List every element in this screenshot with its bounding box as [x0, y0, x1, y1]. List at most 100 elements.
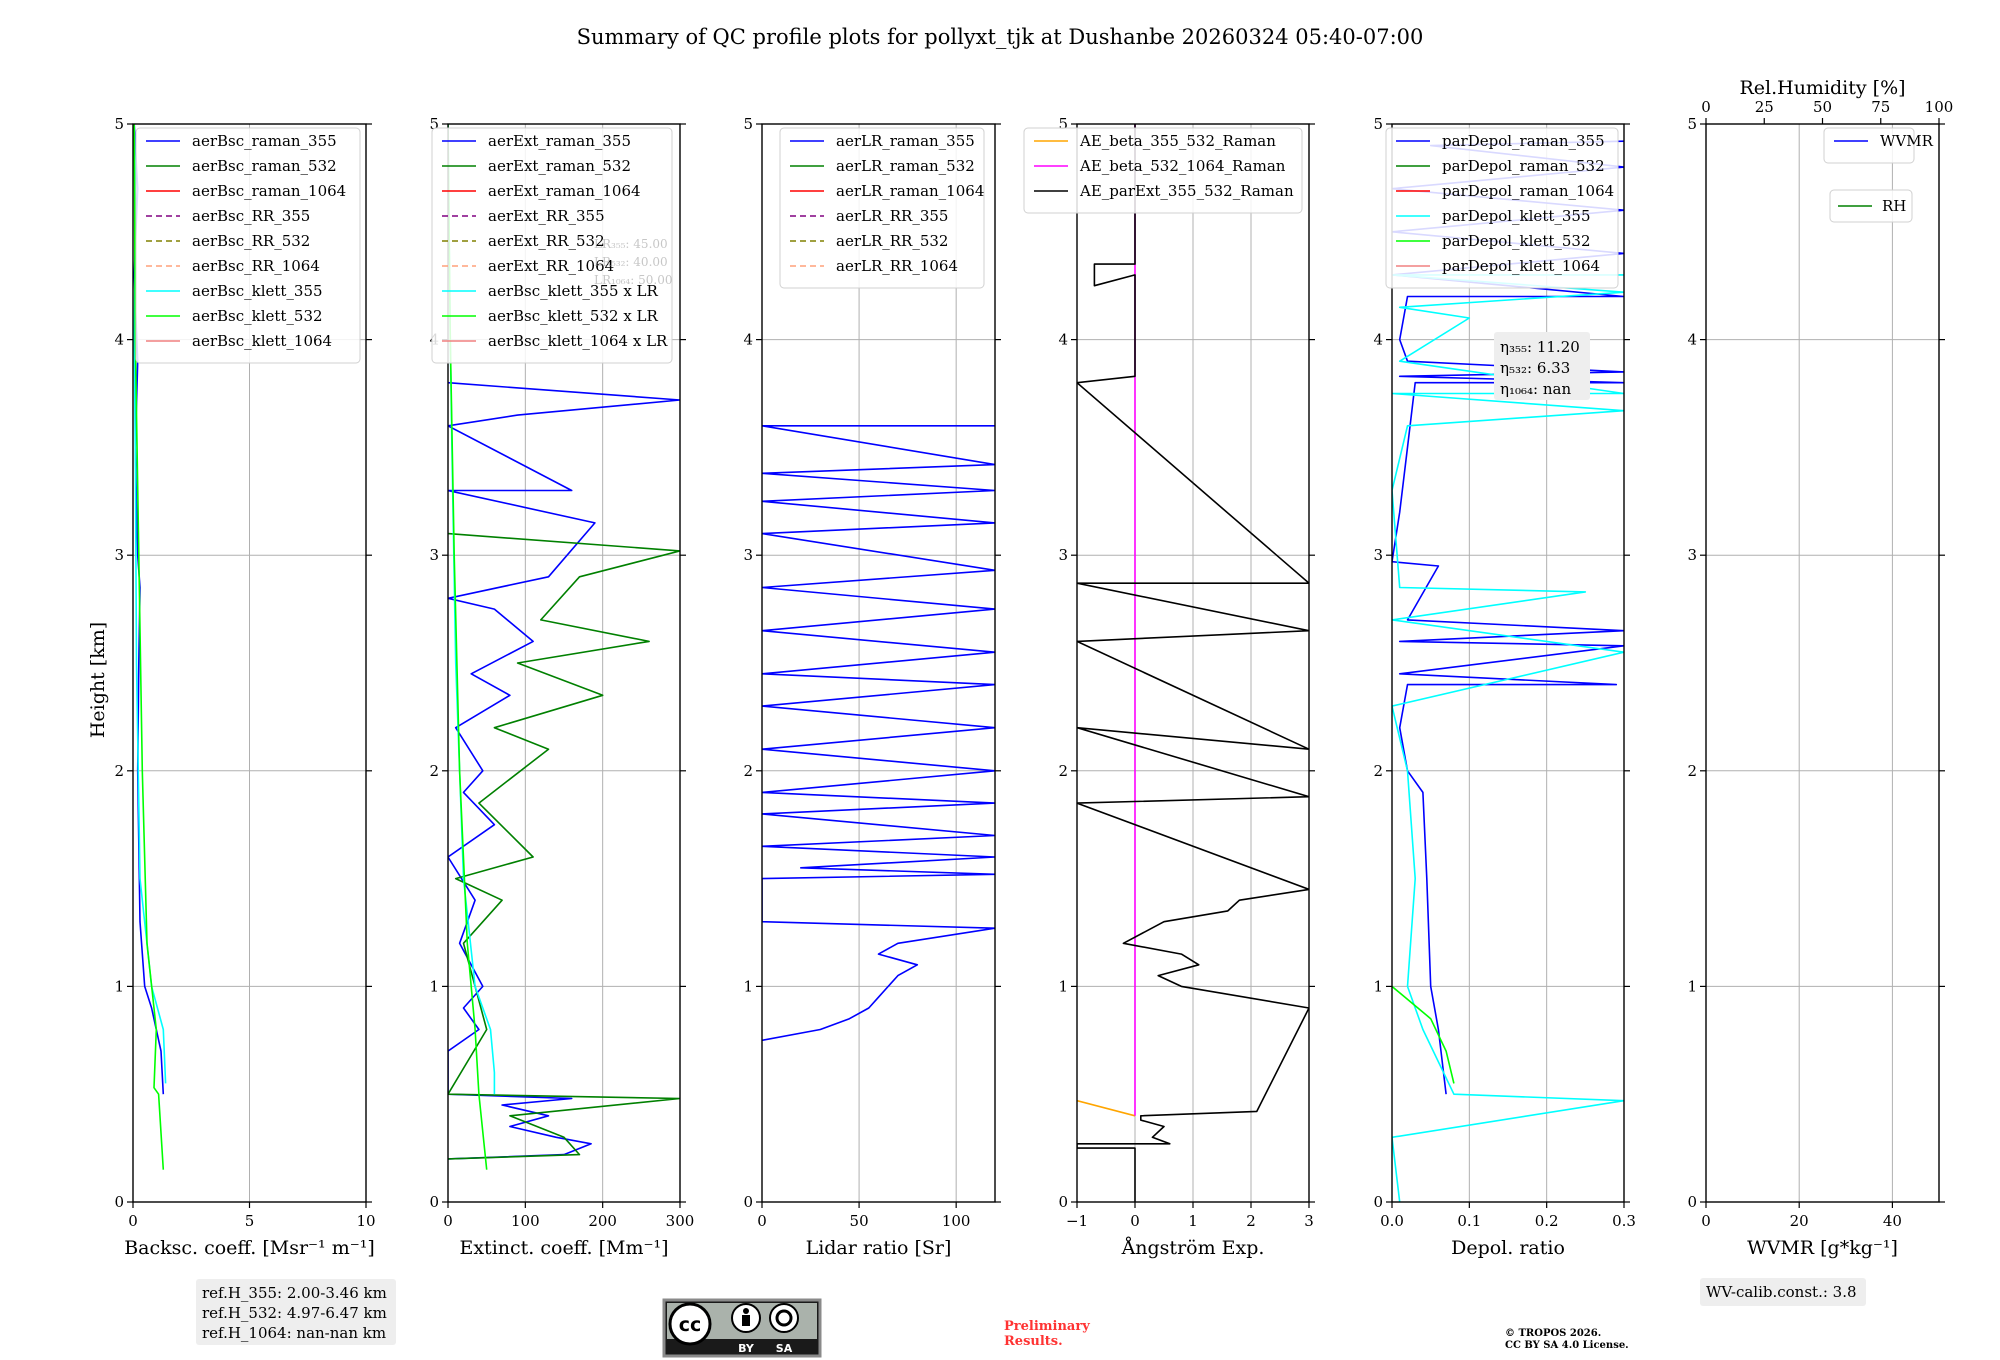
y-tick-label: 0: [1687, 1193, 1697, 1211]
legend-label: aerBsc_RR_1064: [192, 257, 320, 275]
x-tick-label: 20: [1790, 1212, 1809, 1230]
wv-calib-box: WV-calib.const.: 3.8: [1700, 1278, 1866, 1306]
legend-label: WVMR: [1880, 132, 1934, 150]
x-tick-label: 0: [1130, 1212, 1140, 1230]
svg-text:cc: cc: [679, 1314, 702, 1336]
legend-label: aerBsc_klett_532: [192, 307, 323, 325]
legend-label: aerExt_raman_532: [488, 157, 631, 175]
legend-label: aerExt_RR_532: [488, 232, 605, 250]
x-tick-label: 0: [128, 1212, 138, 1230]
y-tick-label: 2: [1373, 762, 1383, 780]
y-tick-label: 1: [1373, 977, 1383, 995]
ref-heights-box: ref.H_355: 2.00-3.46 km ref.H_532: 4.97-…: [196, 1279, 396, 1345]
x-tick-label: 300: [666, 1212, 695, 1230]
refH-1064: ref.H_1064: nan-nan km: [202, 1324, 386, 1342]
series-aerBsc_klett_532: [133, 124, 165, 1170]
by-person-icon: [731, 1303, 761, 1333]
legend-label: aerBsc_raman_1064: [192, 182, 346, 200]
x-tick-label: 0.3: [1612, 1212, 1636, 1230]
series-aerExt_raman_532: [448, 532, 680, 1160]
y-tick-label: 3: [1687, 546, 1697, 564]
series-group: [1392, 140, 1624, 1202]
y-tick-label: 2: [429, 762, 439, 780]
legend-frame: [779, 127, 985, 289]
series-aerLR_raman_355: [762, 424, 995, 1042]
y-tick-label: 3: [114, 546, 124, 564]
legend-label: aerLR_raman_1064: [836, 182, 984, 200]
series-parDepol_klett_532: [1392, 985, 1455, 1084]
x-tick-label: 1: [1188, 1212, 1198, 1230]
refH-355: ref.H_355: 2.00-3.46 km: [202, 1284, 387, 1302]
legend-label: parDepol_klett_532: [1442, 232, 1591, 250]
figure-title: Summary of QC profile plots for pollyxt_…: [577, 25, 1424, 49]
x-axis-label: Ångström Exp.: [1121, 1237, 1265, 1259]
x-tick-label: 0: [757, 1212, 767, 1230]
legend-label: aerBsc_klett_1064: [192, 332, 332, 350]
badge-by: BY: [738, 1342, 755, 1355]
y-tick-label: 0: [114, 1193, 124, 1211]
lr-value-text: LR₅₃₂: 40.00: [594, 255, 668, 269]
axes-frame: [1391, 123, 1625, 1203]
eta-text: η₅₃₂: 6.33: [1500, 359, 1570, 377]
x-tick-label: 0.2: [1535, 1212, 1559, 1230]
badge-sa: SA: [776, 1342, 793, 1355]
series-AE_parExt_355_532_Raman: [1077, 124, 1309, 1202]
axes-frame: [132, 123, 367, 1203]
legend-frame: [1823, 127, 1915, 164]
legend-label: aerExt_RR_1064: [488, 257, 614, 275]
x-tick-label: 50: [850, 1212, 869, 1230]
copyright-line2: CC BY SA 4.0 License.: [1505, 1340, 1629, 1351]
x-tick-label: −1: [1066, 1212, 1088, 1230]
series-group: [133, 124, 167, 1170]
legend-label: aerBsc_klett_355: [192, 282, 323, 300]
refH-532: ref.H_532: 4.97-6.47 km: [202, 1304, 387, 1322]
y-tick-label: 5: [429, 115, 439, 133]
legend-label: parDepol_klett_355: [1442, 207, 1591, 225]
panel-ext: 0100200300012345Extinct. coeff. [Mm⁻¹]ae…: [429, 115, 694, 1259]
y-tick-label: 2: [114, 762, 124, 780]
legend-label: parDepol_raman_1064: [1442, 182, 1614, 200]
series-parDepol_klett_355: [1392, 274, 1624, 1202]
legend-label: parDepol_raman_355: [1442, 132, 1605, 150]
legend-label: aerLR_RR_355: [836, 207, 948, 225]
y-tick-label: 4: [1687, 331, 1697, 349]
legend-label: aerLR_RR_532: [836, 232, 948, 250]
x-tick-label: 100: [511, 1212, 540, 1230]
y-tick-label: 5: [743, 115, 753, 133]
top-x-tick-label: 25: [1755, 98, 1774, 116]
legend: AE_beta_355_532_Raman AE_beta_532_1064_Ra…: [1023, 127, 1303, 214]
legend-label: aerExt_raman_355: [488, 132, 631, 150]
x-tick-label: 200: [588, 1212, 617, 1230]
legend: parDepol_raman_355 parDepol_raman_532 parD…: [1385, 127, 1619, 289]
cc-icon: cc: [668, 1302, 712, 1346]
y-tick-label: 3: [429, 546, 439, 564]
axes-frame: [447, 123, 681, 1203]
y-tick-label: 2: [1058, 762, 1068, 780]
sa-share-icon: [769, 1303, 799, 1333]
legend-label: AE_beta_532_1064_Raman: [1079, 157, 1286, 175]
legend: aerBsc_raman_355 aerBsc_raman_532 aerBsc_r…: [135, 127, 361, 364]
legend-label: AE_beta_355_532_Raman: [1079, 132, 1276, 150]
series-group: [1077, 124, 1309, 1202]
cc-license-badge: cc BY SA: [662, 1298, 822, 1358]
y-tick-label: 4: [1058, 331, 1068, 349]
legend-frame: [135, 127, 361, 364]
legend-frame: [1023, 127, 1303, 214]
top-x-tick-label: 0: [1701, 98, 1711, 116]
legend-label: aerBsc_raman_355: [192, 132, 337, 150]
x-axis-label: Lidar ratio [Sr]: [806, 1237, 952, 1259]
legend-frame: [1385, 127, 1619, 289]
x-tick-label: 0.0: [1380, 1212, 1404, 1230]
eta-box: [1494, 332, 1590, 400]
y-tick-label: 5: [1687, 115, 1697, 133]
axes-frame: [1705, 123, 1940, 1203]
panel-bsc: 0 5 10 0 1 2 3 4 5 Backsc. coeff. [Msr⁻¹ m⁻¹] aerB…: [114, 115, 375, 1259]
y-tick-label: 3: [1058, 546, 1068, 564]
y-tick-label: 4: [114, 331, 124, 349]
y-tick-label: 0: [1373, 1193, 1383, 1211]
legend-label: aerBsc_raman_532: [192, 157, 337, 175]
legend-frame: [431, 127, 673, 364]
